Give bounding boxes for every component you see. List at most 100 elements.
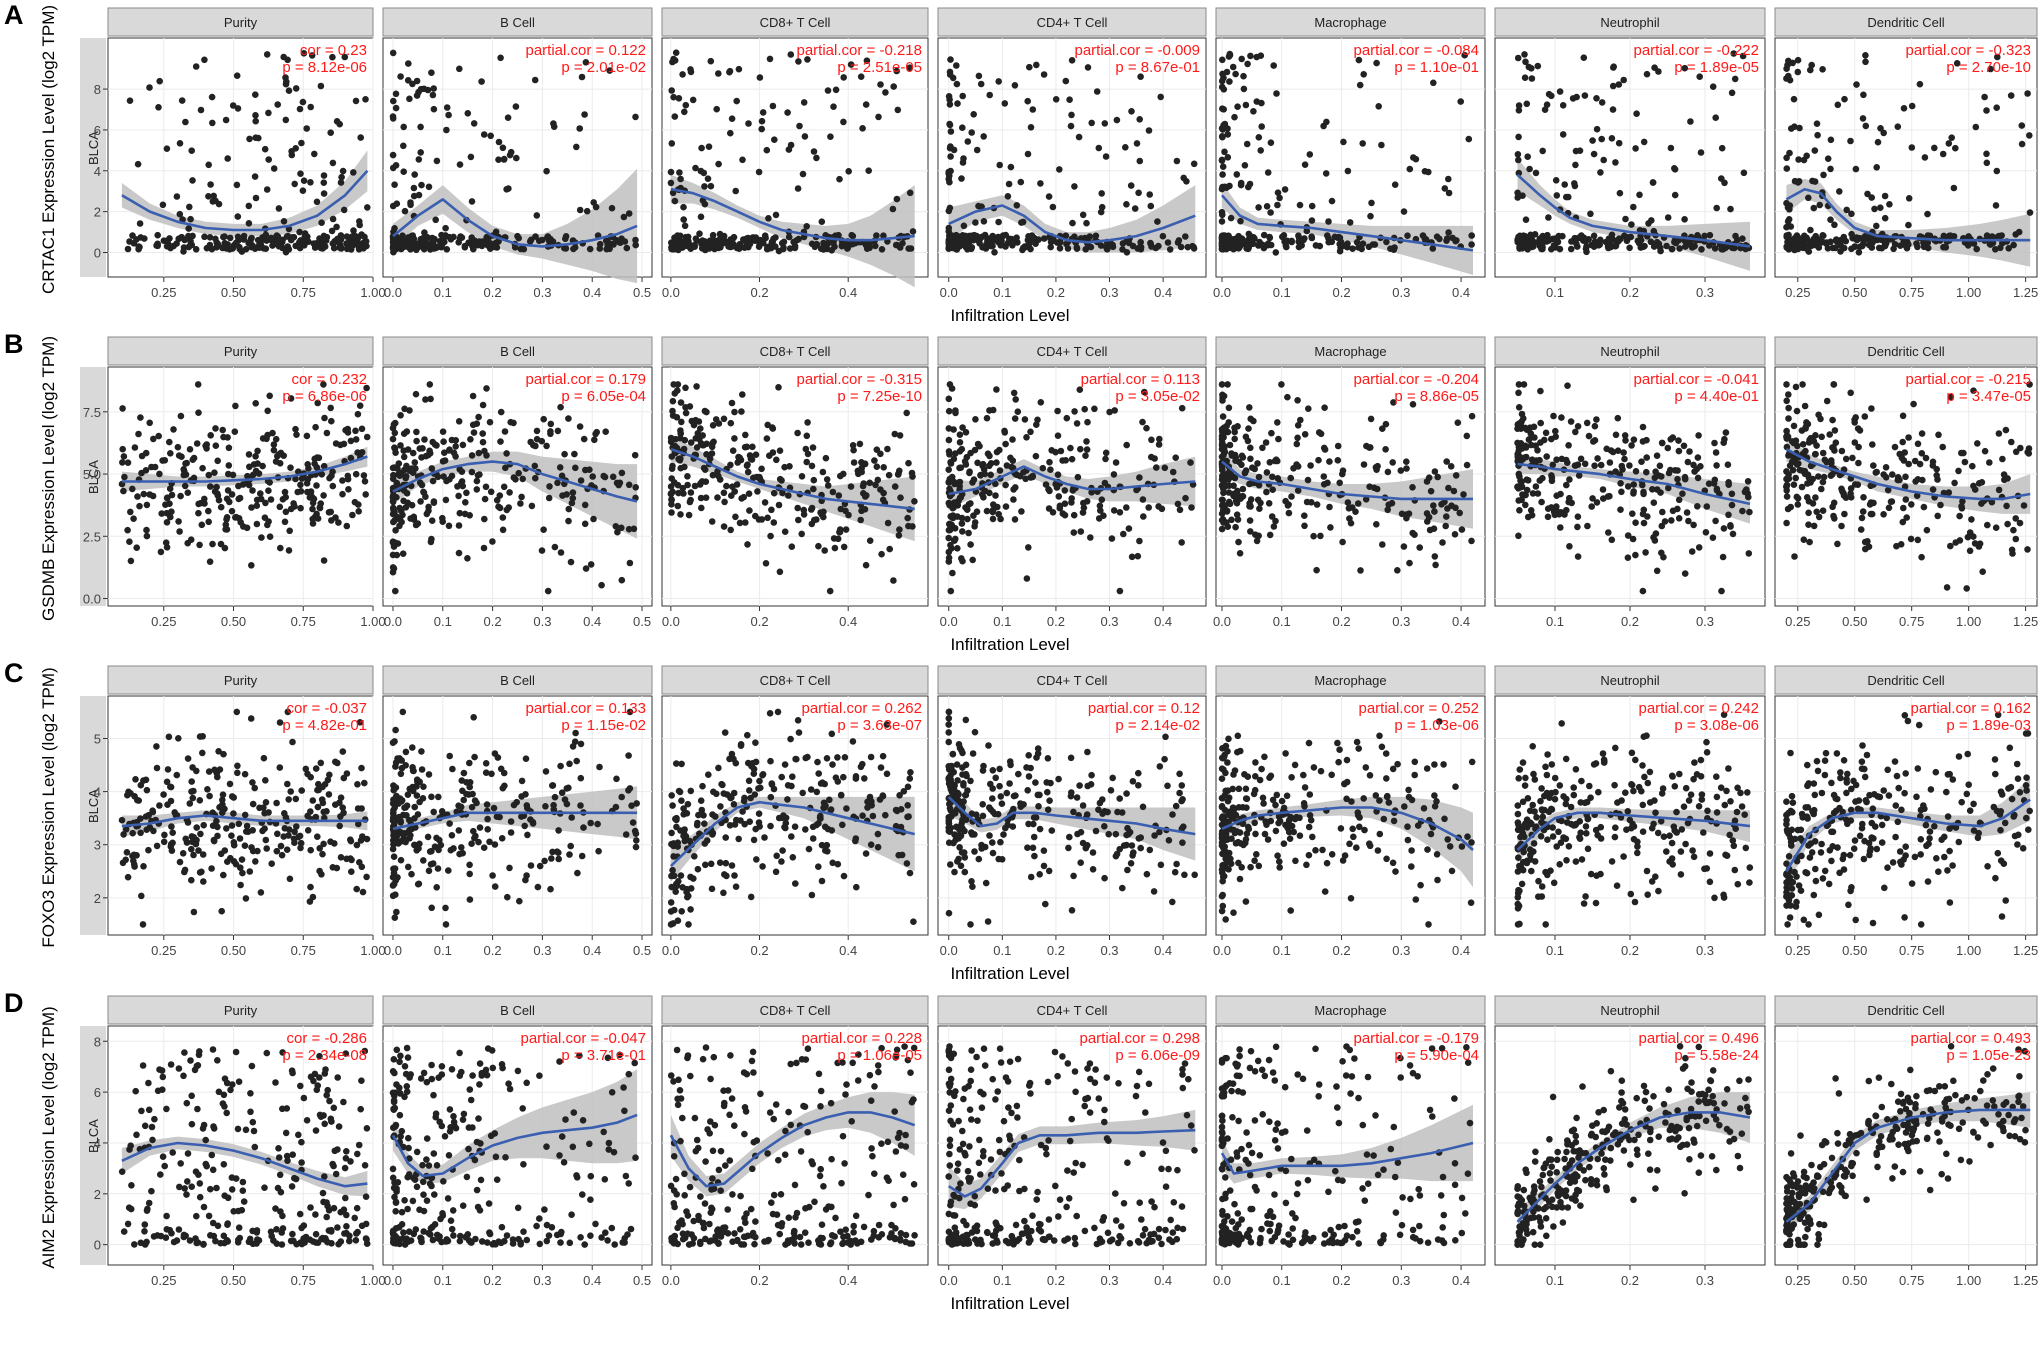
data-point bbox=[1838, 522, 1845, 530]
data-point bbox=[1908, 144, 1916, 151]
data-point bbox=[880, 232, 887, 239]
data-point bbox=[1064, 245, 1072, 252]
data-point bbox=[1219, 397, 1226, 404]
data-point bbox=[180, 466, 187, 473]
p-value-label: p = 4.40e-01 bbox=[1674, 388, 1759, 405]
data-point bbox=[702, 494, 710, 502]
data-point bbox=[1029, 473, 1036, 481]
data-point bbox=[308, 52, 316, 59]
data-point bbox=[1218, 133, 1226, 140]
data-point bbox=[221, 847, 229, 854]
data-point bbox=[1218, 83, 1226, 91]
data-point bbox=[801, 133, 809, 140]
data-point bbox=[729, 235, 737, 242]
data-point bbox=[124, 791, 131, 799]
data-point bbox=[1585, 432, 1593, 440]
data-point bbox=[246, 135, 253, 143]
data-point bbox=[468, 198, 476, 205]
data-point bbox=[175, 518, 182, 525]
data-point bbox=[731, 408, 738, 416]
data-point bbox=[885, 471, 893, 479]
data-point bbox=[173, 193, 181, 200]
data-point bbox=[863, 57, 871, 64]
x-tick-label: 0.4 bbox=[583, 614, 601, 629]
data-point bbox=[391, 508, 398, 516]
data-point bbox=[1406, 165, 1414, 173]
data-point bbox=[1712, 114, 1719, 121]
data-point bbox=[1522, 216, 1530, 223]
data-point bbox=[1247, 503, 1254, 510]
data-point bbox=[1745, 493, 1752, 501]
data-point bbox=[336, 822, 344, 830]
data-point bbox=[886, 545, 893, 553]
data-point bbox=[1610, 63, 1617, 70]
data-point bbox=[1632, 551, 1639, 559]
data-point bbox=[413, 77, 421, 85]
data-point bbox=[337, 854, 345, 861]
data-point bbox=[1810, 204, 1818, 212]
data-point bbox=[840, 74, 847, 81]
data-point bbox=[1722, 429, 1730, 436]
data-point bbox=[1305, 405, 1312, 413]
data-point bbox=[2018, 140, 2026, 148]
data-point bbox=[362, 96, 369, 103]
x-tick-label: 0.3 bbox=[1100, 285, 1118, 300]
data-point bbox=[1531, 434, 1538, 441]
data-point bbox=[119, 459, 126, 466]
data-point bbox=[182, 118, 189, 126]
y-tick-label: 6 bbox=[94, 123, 101, 138]
data-point bbox=[858, 468, 865, 476]
data-point bbox=[1154, 218, 1161, 225]
data-point bbox=[248, 844, 255, 851]
data-point bbox=[1552, 177, 1560, 184]
data-point bbox=[1247, 528, 1254, 535]
data-point bbox=[1140, 513, 1147, 520]
data-point bbox=[882, 89, 889, 96]
data-point bbox=[420, 488, 427, 496]
data-point bbox=[700, 464, 708, 472]
data-point bbox=[873, 232, 880, 239]
data-point bbox=[1253, 53, 1260, 61]
data-point bbox=[418, 481, 426, 489]
data-point bbox=[1695, 544, 1703, 551]
data-point bbox=[512, 103, 520, 110]
data-point bbox=[1841, 95, 1848, 103]
data-point bbox=[540, 415, 547, 423]
data-point bbox=[1045, 505, 1053, 512]
data-point bbox=[1703, 503, 1711, 510]
data-point bbox=[1718, 587, 1725, 595]
x-axis: 0.1 0.2 0.3 bbox=[1546, 606, 1714, 629]
data-point bbox=[274, 101, 282, 108]
data-point bbox=[129, 232, 136, 239]
data-point bbox=[958, 175, 965, 182]
data-point bbox=[1785, 391, 1792, 398]
data-point bbox=[120, 453, 128, 460]
data-point bbox=[682, 409, 690, 417]
data-point bbox=[1807, 226, 1814, 234]
facet-strip bbox=[661, 7, 929, 37]
data-point bbox=[897, 494, 904, 502]
data-point bbox=[1614, 414, 1622, 422]
data-point bbox=[1564, 382, 1571, 390]
data-point bbox=[860, 480, 867, 487]
data-point bbox=[497, 408, 505, 416]
data-point bbox=[800, 511, 808, 518]
data-point bbox=[1231, 113, 1238, 121]
data-point bbox=[959, 124, 966, 131]
data-point bbox=[1011, 415, 1019, 422]
data-point bbox=[489, 538, 496, 545]
data-point bbox=[1443, 513, 1450, 520]
data-point bbox=[1830, 381, 1837, 388]
data-point bbox=[221, 805, 228, 813]
data-point bbox=[960, 155, 967, 162]
data-point bbox=[671, 57, 679, 64]
data-point bbox=[1785, 231, 1792, 239]
data-point bbox=[1281, 186, 1289, 193]
data-point bbox=[1295, 243, 1303, 251]
data-point bbox=[286, 527, 294, 535]
data-point bbox=[705, 143, 713, 150]
facet-strip-label: CD4+ T Cell bbox=[1037, 15, 1108, 30]
data-point bbox=[1868, 194, 1875, 201]
data-point bbox=[252, 400, 259, 407]
